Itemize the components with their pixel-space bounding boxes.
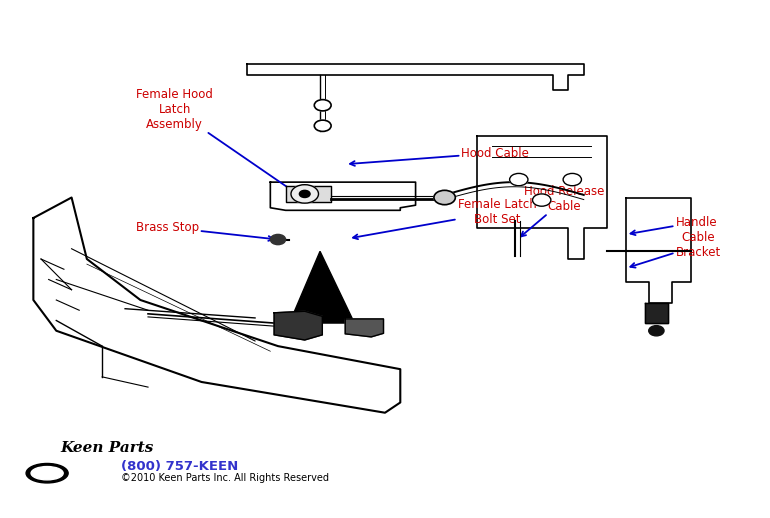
Polygon shape xyxy=(270,182,416,210)
Text: Female Latch
Bolt Set: Female Latch Bolt Set xyxy=(353,198,537,239)
Polygon shape xyxy=(247,64,584,90)
Circle shape xyxy=(649,326,664,336)
Text: Hood Release
Cable: Hood Release Cable xyxy=(521,185,604,236)
Circle shape xyxy=(314,120,331,132)
Circle shape xyxy=(434,190,455,205)
Circle shape xyxy=(291,185,319,203)
Polygon shape xyxy=(286,186,332,202)
Text: Female Hood
Latch
Assembly: Female Hood Latch Assembly xyxy=(136,89,297,194)
Circle shape xyxy=(533,194,551,206)
Circle shape xyxy=(510,174,528,186)
Polygon shape xyxy=(274,311,323,340)
Text: Brass Stop: Brass Stop xyxy=(136,221,273,241)
Text: Hood Cable: Hood Cable xyxy=(350,147,529,166)
Text: Cable
Bracket: Cable Bracket xyxy=(631,232,721,268)
Polygon shape xyxy=(290,251,354,323)
Polygon shape xyxy=(626,197,691,303)
Circle shape xyxy=(314,99,331,111)
Circle shape xyxy=(563,174,581,186)
Text: ©2010 Keen Parts Inc. All Rights Reserved: ©2010 Keen Parts Inc. All Rights Reserve… xyxy=(121,473,330,483)
Text: Handle: Handle xyxy=(631,215,717,235)
Ellipse shape xyxy=(26,464,68,483)
Polygon shape xyxy=(33,197,400,413)
Text: Keen Parts: Keen Parts xyxy=(60,441,153,455)
Ellipse shape xyxy=(31,467,63,480)
Circle shape xyxy=(300,190,310,197)
Circle shape xyxy=(270,235,286,244)
Text: (800) 757-KEEN: (800) 757-KEEN xyxy=(121,459,239,472)
Polygon shape xyxy=(645,303,668,323)
Polygon shape xyxy=(477,136,607,259)
Polygon shape xyxy=(345,319,383,337)
